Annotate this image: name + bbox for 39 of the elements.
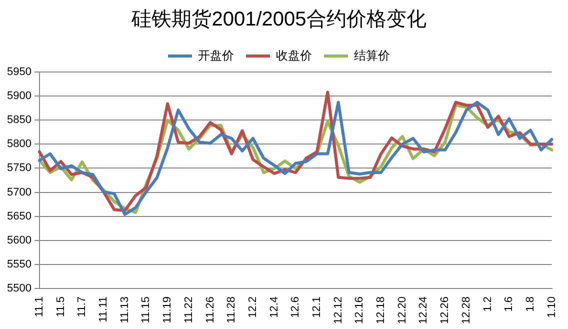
y-tick-label: 5600 [6,234,32,246]
legend-label: 收盘价 [276,48,312,62]
x-tick-label: 12.20 [396,296,408,324]
legend-label: 开盘价 [198,48,234,62]
x-tick-label: 1.10 [546,296,558,318]
x-tick-label: 12.28 [460,296,472,324]
y-tick-label: 5650 [6,210,32,222]
legend-label: 结算价 [354,48,390,62]
x-tick-label: 11.26 [204,296,216,324]
y-tick-label: 5700 [6,186,32,198]
x-tick-label: 12.24 [418,296,430,324]
y-tick-label: 5750 [6,162,32,174]
x-tick-label: 12.1 [311,296,324,318]
y-tick-label: 5800 [6,138,32,150]
y-tick-label: 5950 [6,66,32,78]
x-tick-label: 1.2 [482,296,494,312]
x-tick-label: 12.6 [290,296,302,318]
x-tick-label: 11.11 [98,296,110,322]
x-tick-label: 12.2 [246,296,259,318]
x-tick-label: 11.5 [54,296,67,318]
x-tick-label: 11.19 [162,296,174,324]
y-tick-label: 5850 [6,114,32,126]
x-tick-label: 12.18 [375,296,388,324]
x-tick-label: 12.16 [354,296,366,324]
x-tick-label: 11.22 [182,296,195,324]
x-tick-label: 12.26 [439,296,452,324]
y-tick-label: 5500 [6,282,32,295]
x-tick-label: 1.6 [503,296,516,312]
y-tick-label: 5900 [6,90,32,102]
x-tick-label: 11.1 [34,296,46,318]
x-tick-label: 1.8 [524,296,536,312]
x-tick-label: 11.13 [118,296,131,324]
x-tick-label: 11.7 [76,296,88,318]
chart-title: 硅铁期货2001/2005合约价格变化 [130,8,426,31]
x-tick-label: 11.28 [226,296,238,324]
x-tick-label: 12.4 [268,296,280,318]
y-tick-label: 5550 [6,258,32,270]
x-tick-label: 12.12 [332,296,344,324]
x-tick-label: 11.15 [140,296,152,324]
